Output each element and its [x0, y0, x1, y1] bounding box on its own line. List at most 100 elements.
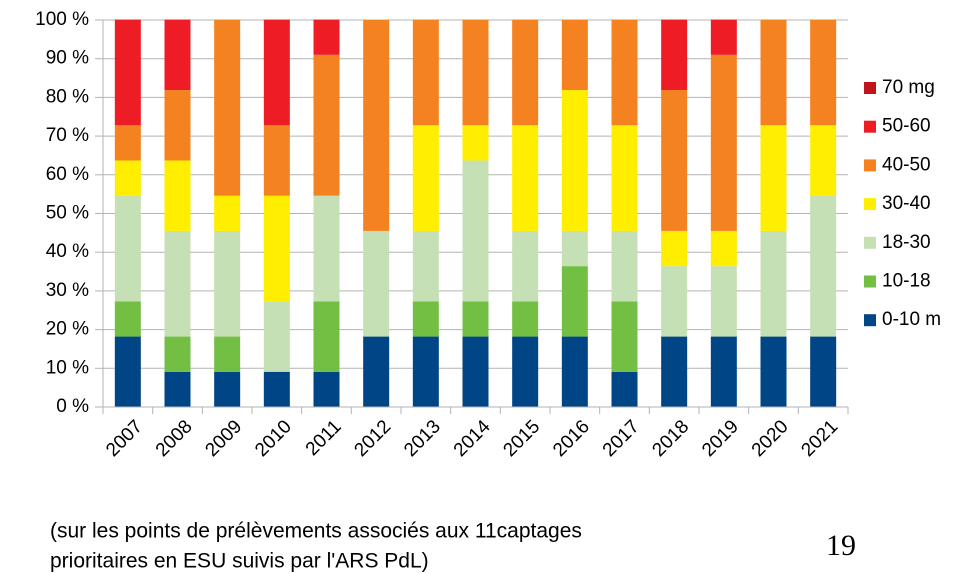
x-tick-label: 2013: [400, 416, 445, 461]
bar-segment: [114, 160, 141, 196]
bar-segment: [313, 371, 340, 407]
bar-segment: [810, 195, 837, 337]
bar-segment: [363, 336, 390, 407]
x-tick-label: 2019: [698, 416, 743, 461]
bar-segment: [263, 301, 290, 372]
bar-segment: [710, 54, 737, 231]
bar-segment: [661, 230, 688, 267]
legend-swatch: [864, 159, 876, 172]
caption-line: prioritaires en ESU suivis par l'ARS PdL…: [50, 550, 429, 573]
bar-segment: [512, 336, 539, 407]
bar-segment: [164, 230, 191, 337]
bar-segment: [114, 195, 141, 302]
bar-segment: [661, 336, 688, 407]
bar-segment: [512, 125, 539, 231]
bar-segment: [810, 19, 837, 126]
legend-swatch: [864, 236, 876, 249]
bar-segment: [512, 301, 539, 337]
bar-segment: [114, 19, 141, 126]
bar-segment: [710, 266, 737, 337]
bar-segment: [363, 20, 390, 231]
legend-label: 70 mg: [882, 77, 935, 98]
bar-segment: [611, 230, 638, 302]
x-tick-label: 2017: [599, 416, 644, 461]
y-tick-label: 70 %: [46, 125, 89, 146]
bar-segment: [214, 371, 241, 407]
y-tick-label: 40 %: [46, 241, 89, 262]
bar-segment: [214, 230, 241, 337]
bar-segment: [561, 19, 588, 91]
bar-segment: [561, 230, 588, 267]
bar-segment: [263, 125, 290, 196]
legend-label: 18-30: [882, 232, 931, 253]
legend-swatch: [864, 275, 876, 288]
bar-segment: [661, 266, 688, 337]
bar-segment: [512, 230, 539, 302]
y-tick-label: 0 %: [56, 396, 89, 417]
bar-segment: [611, 371, 638, 407]
bar-segment: [760, 19, 787, 126]
bar-segment: [462, 19, 489, 126]
bar-segment: [462, 160, 489, 302]
y-tick-label: 30 %: [46, 280, 89, 301]
bar-segment: [760, 125, 787, 231]
bar-segment: [512, 19, 539, 126]
x-tick-label: 2011: [302, 416, 346, 460]
bar-segment: [561, 336, 588, 407]
x-tick-label: 2018: [649, 416, 694, 461]
x-tick-label: 2012: [351, 416, 396, 461]
bar-segment: [263, 371, 290, 407]
bar-segment: [164, 160, 191, 231]
legend-label: 40-50: [882, 154, 931, 175]
legend-label: 50-60: [882, 116, 931, 137]
y-tick-label: 20 %: [46, 319, 89, 340]
bar-segment: [214, 336, 241, 372]
bar-segment: [164, 371, 191, 407]
x-tick-label: 2020: [748, 416, 793, 461]
page-number: 19: [826, 529, 856, 562]
legend-swatch: [864, 198, 876, 211]
bar-segment: [561, 90, 588, 231]
bar-segment: [164, 19, 191, 91]
bar-segment: [710, 19, 737, 55]
bar-segment: [412, 125, 439, 231]
bar-segment: [810, 125, 837, 196]
bar-segment: [114, 336, 141, 407]
x-tick-label: 2009: [202, 416, 247, 461]
bar-segment: [263, 195, 290, 302]
x-tick-label: 2016: [549, 416, 594, 461]
bar-segment: [313, 19, 340, 55]
x-tick-label: 2015: [500, 416, 545, 461]
bar-segment: [313, 301, 340, 372]
bar-segment: [810, 336, 837, 407]
bar-segment: [412, 336, 439, 407]
y-tick-label: 80 %: [46, 86, 89, 107]
bar-segment: [710, 230, 737, 267]
bar-segment: [263, 19, 290, 126]
bar-segment: [412, 230, 439, 302]
bar-segment: [412, 301, 439, 337]
y-tick-label: 60 %: [46, 164, 89, 185]
bar-segment: [313, 195, 340, 302]
bar-segment: [214, 195, 241, 231]
legend-label: 30-40: [882, 193, 931, 214]
x-tick-label: 2008: [152, 416, 197, 461]
bar-segment: [164, 90, 191, 161]
y-tick-label: 90 %: [46, 48, 89, 69]
x-tick-label: 2021: [798, 416, 843, 461]
bar-segment: [114, 125, 141, 161]
bar-segment: [611, 125, 638, 231]
bar-segment: [710, 336, 737, 407]
bar-segment: [462, 301, 489, 337]
legend-swatch: [864, 120, 876, 133]
legend-label: 0-10 m: [882, 309, 941, 330]
bar-segment: [661, 19, 688, 91]
y-tick-label: 50 %: [46, 203, 89, 224]
bar-segment: [363, 230, 390, 337]
bar-segment: [462, 125, 489, 161]
legend-swatch: [864, 82, 876, 94]
legend-swatch: [864, 314, 876, 327]
bar-segment: [313, 54, 340, 196]
bar-segment: [611, 19, 638, 126]
